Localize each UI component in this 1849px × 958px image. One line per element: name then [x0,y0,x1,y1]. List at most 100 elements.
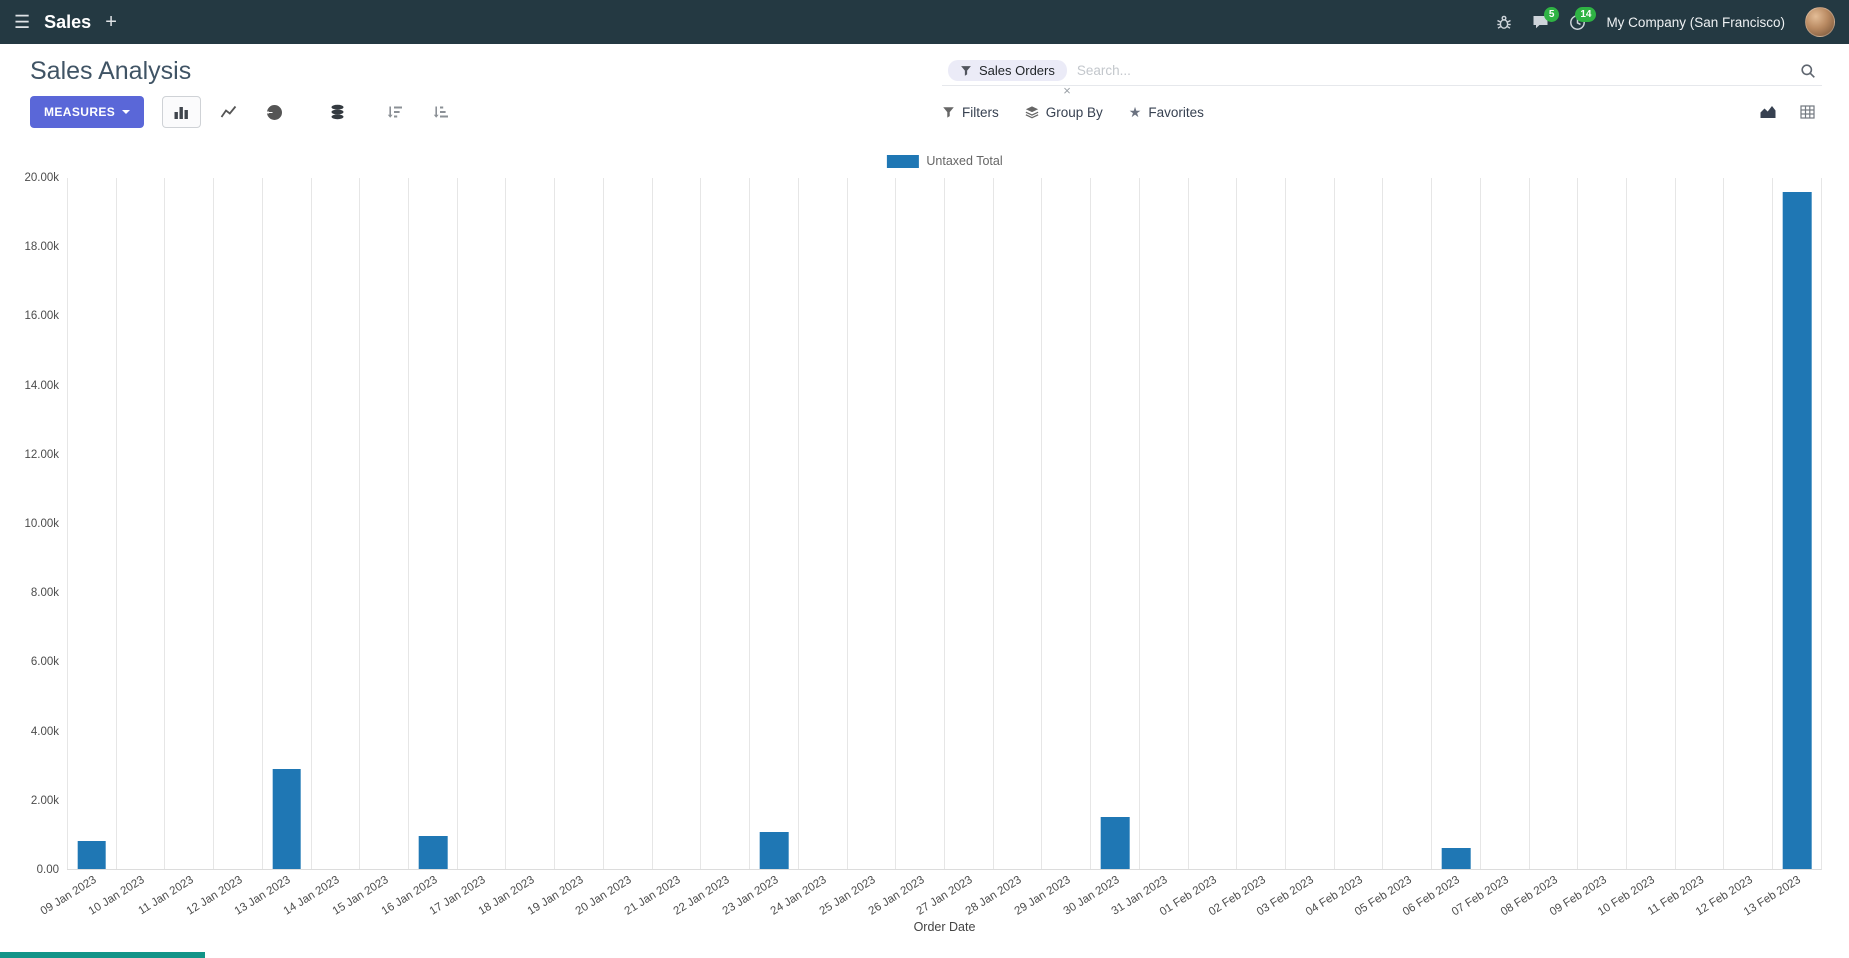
favorites-button[interactable]: ★ Favorites [1129,105,1204,120]
chart-column: 27 Jan 2023 [915,178,993,918]
chart-column: 31 Jan 2023 [1110,178,1188,918]
chart-column: 10 Jan 2023 [87,178,165,918]
chart-column: 11 Feb 2023 [1646,178,1724,918]
y-axis-tick-label: 12.00k [24,448,59,461]
legend-label: Untaxed Total [926,154,1003,168]
horizontal-scrollbar-thumb[interactable] [0,952,205,958]
star-icon: ★ [1128,104,1142,120]
messages-count-badge: 5 [1543,7,1560,22]
chart-column: 30 Jan 2023 [1061,178,1139,918]
filter-funnel-icon [960,65,972,77]
remove-facet-button[interactable]: × [1063,83,1071,98]
layers-icon [1025,105,1039,119]
apps-menu-button[interactable]: ☰ [14,13,30,31]
chart-column: 12 Feb 2023 [1694,178,1772,918]
search-bar[interactable]: Sales Orders × [942,56,1822,97]
new-window-button[interactable]: + [105,10,117,33]
y-axis-tick-label: 18.00k [24,241,59,254]
chart-column: 09 Feb 2023 [1547,178,1626,918]
y-axis: 0.00 2.00k 4.00k 6.00k 8.00k 10.00k 12.00k 14.0… [20,172,67,876]
bug-icon [1496,14,1512,30]
stacked-toggle-button[interactable] [319,96,356,128]
pivot-table-icon [1799,104,1816,120]
group-by-label: Group By [1045,104,1103,120]
chart-column: 16 Jan 2023 [379,178,457,918]
chart-column: 25 Jan 2023 [818,178,896,918]
search-facet-wrap: Sales Orders × [948,60,1071,97]
y-axis-tick-label: 2.00k [30,794,59,807]
search-facet-label: Sales Orders [979,63,1055,78]
chart-column: 17 Jan 2023 [428,178,506,918]
search-option-buttons: Filters Group By ★ Favorites [942,105,1204,120]
y-axis-tick-label: 4.00k [30,725,59,738]
search-icon[interactable] [1800,63,1816,79]
search-facet-sales-orders[interactable]: Sales Orders [948,60,1067,81]
bar[interactable] [272,768,302,869]
chart-column: 05 Feb 2023 [1352,178,1431,918]
stacked-icon [330,104,345,120]
line-chart-icon [220,104,237,120]
sort-ascending-icon [433,104,449,120]
chart-column: 26 Jan 2023 [866,178,944,918]
control-panel: Sales Analysis Sales Orders × [0,44,1849,142]
filters-funnel-icon [942,106,955,119]
chart-column: 09 Jan 2023 [38,178,116,918]
chart-column: 13 Jan 2023 [233,178,311,918]
plot-wrapper: 0.00 2.00k 4.00k 6.00k 8.00k 10.00k 12.00k 14.0… [20,172,1822,918]
activities-count-badge: 14 [1575,6,1597,22]
navbar-left: ☰ Sales + [14,11,117,34]
pie-chart-mode-button[interactable] [256,97,293,128]
y-axis-tick-label: 10.00k [24,518,59,530]
activities-button[interactable]: 14 [1569,6,1597,31]
filters-button[interactable]: Filters [942,105,999,120]
search-input[interactable] [1076,63,1790,78]
chart-column: 13 Feb 2023 [1742,178,1821,918]
hamburger-icon: ☰ [14,12,31,32]
chart-column: 14 Jan 2023 [282,178,360,918]
chart-column: 19 Jan 2023 [525,178,603,918]
group-by-button[interactable]: Group By [1025,105,1103,120]
app-name[interactable]: Sales [44,11,92,32]
y-axis-tick-label: 8.00k [30,587,59,600]
chart-column: 18 Jan 2023 [477,178,554,918]
chart-column: 10 Feb 2023 [1596,178,1675,918]
bar[interactable] [1441,847,1471,869]
chart-column: 11 Jan 2023 [136,178,213,917]
chart-column: 20 Jan 2023 [574,178,652,918]
sort-ascending-button[interactable] [422,96,460,128]
bar[interactable] [1782,191,1812,869]
company-switcher[interactable]: My Company (San Francisco) [1606,14,1785,30]
graph-view-button[interactable] [1753,98,1783,126]
view-switcher [1753,98,1822,126]
graph-view: Untaxed Total 0.00 2.00k 4.00k 6.00k 8.00k 10… [0,142,1849,942]
pivot-view-button[interactable] [1793,98,1822,126]
sort-descending-button[interactable] [376,96,414,128]
line-chart-mode-button[interactable] [209,96,248,128]
chart-column: 15 Jan 2023 [330,178,408,918]
bar-chart-icon [173,104,190,120]
bar[interactable] [1100,817,1130,869]
x-axis-title: Order Date [913,920,976,934]
search-options-row: Filters Group By ★ Favorites [942,98,1822,126]
user-avatar[interactable] [1805,7,1835,37]
bar-chart-mode-button[interactable] [162,96,202,128]
chart-column: 22 Jan 2023 [672,178,749,918]
legend-swatch [886,154,919,168]
y-axis-tick-label: 6.00k [30,656,59,669]
chart-column: 21 Jan 2023 [623,178,701,918]
chart-column: 04 Feb 2023 [1304,178,1383,918]
bar[interactable] [418,836,448,869]
bar[interactable] [77,841,107,869]
bar[interactable] [759,831,789,869]
chart-column: 08 Feb 2023 [1499,178,1578,918]
chart-column: 06 Feb 2023 [1401,178,1480,918]
measures-button[interactable]: MEASURES [30,96,145,128]
top-navbar: ☰ Sales + 5 [0,0,1849,44]
messages-button[interactable]: 5 [1532,7,1560,30]
chart-column: 23 Jan 2023 [720,178,798,918]
chart-column: 02 Feb 2023 [1206,178,1285,918]
debug-button[interactable] [1496,14,1512,30]
chart-legend[interactable]: Untaxed Total [886,154,1003,168]
y-axis-tick-label: 14.00k [24,379,59,392]
chart-column: 03 Feb 2023 [1255,178,1334,918]
